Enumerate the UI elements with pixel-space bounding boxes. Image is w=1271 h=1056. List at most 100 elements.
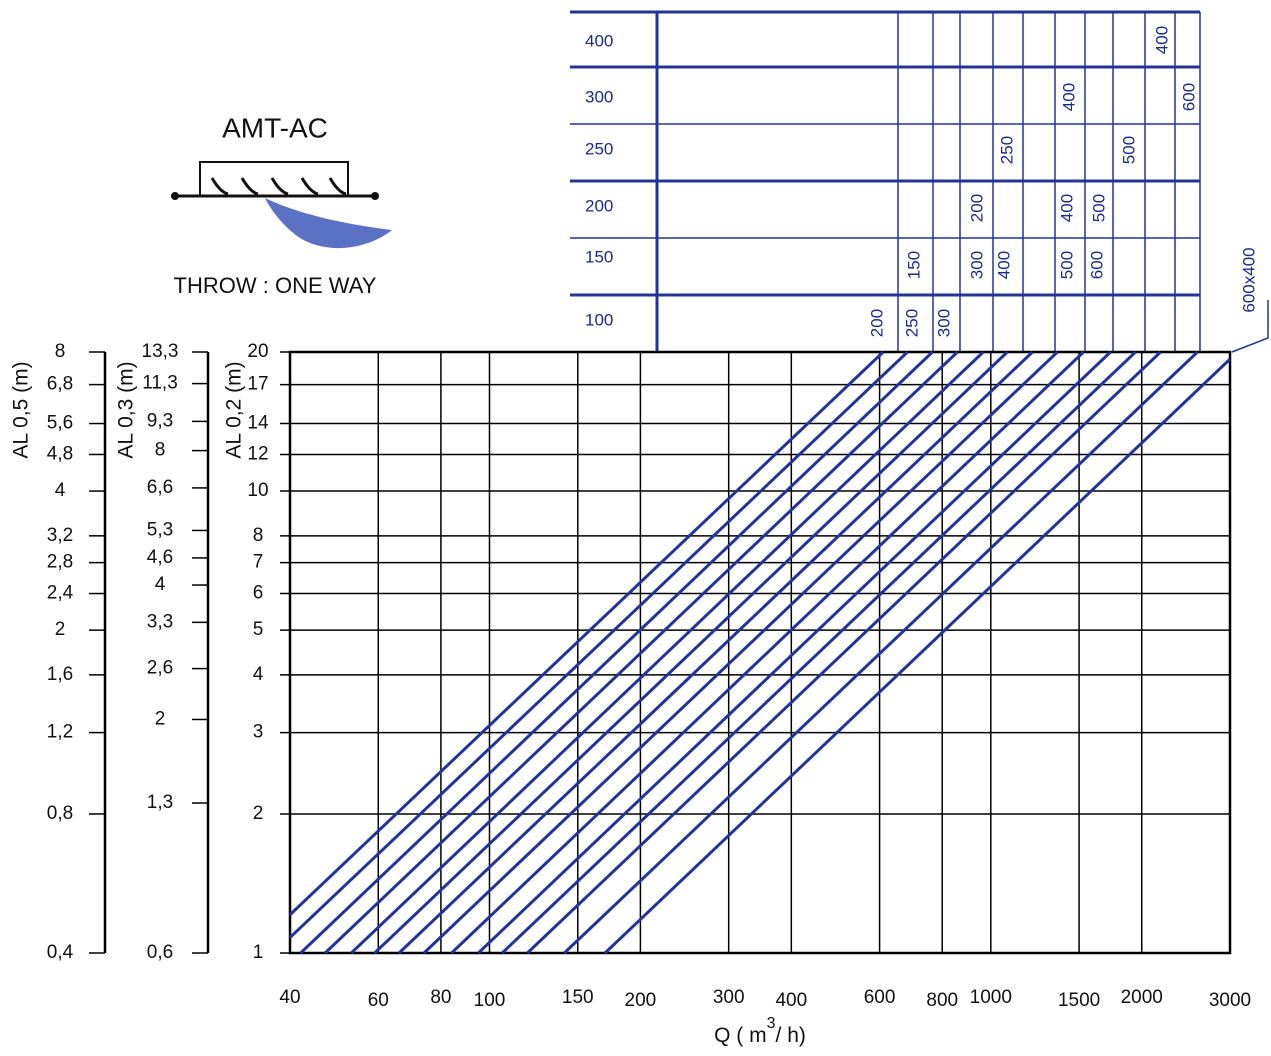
x-tick-label: 150: [562, 987, 594, 1008]
y-tick-label: 5,3: [147, 519, 173, 540]
cell-label: 600: [1179, 83, 1198, 111]
y-tick-label: 13,3: [142, 341, 179, 362]
y-tick-label: 3,3: [147, 611, 173, 632]
plot-frame: [290, 352, 1230, 953]
y-tick-label: 4,8: [47, 443, 73, 464]
title: AMT-AC: [222, 112, 328, 143]
y-tick-label: 2: [55, 619, 66, 640]
x-tick-label: 40: [279, 987, 300, 1008]
x-title-sup: 3: [767, 1015, 776, 1032]
duct-table: 400 300 250 200 150 100 400 400 600 250 …: [570, 12, 1268, 352]
throw-line: [564, 352, 1197, 953]
cell-label: 400: [1057, 194, 1076, 222]
cell-label: 400: [994, 251, 1013, 279]
row-label: 200: [585, 196, 613, 215]
row-label: 150: [585, 247, 613, 266]
throw-line: [301, 352, 933, 953]
x-tick-label: 100: [474, 990, 506, 1011]
x-tick-label: 1500: [1058, 990, 1100, 1011]
y-tick-label: 2: [253, 803, 264, 824]
y-tick-label: 10: [247, 480, 268, 501]
x-tick-label: 60: [368, 990, 389, 1011]
y-tick-label: 4: [155, 574, 166, 595]
chart: AMT-AC THROW : ONE WAY 400 300 250 200 1…: [0, 0, 1271, 1056]
throw-line: [424, 352, 1057, 953]
cell-label: 500: [1119, 136, 1138, 164]
y-tick-label: 2,4: [47, 583, 74, 604]
y-tick-label: 2: [155, 708, 166, 729]
y-axis-title: AL 0,5 (m): [10, 361, 33, 458]
throw-line: [375, 352, 1008, 953]
y-tick-label: 6: [253, 583, 264, 604]
y-tick-label: 6,8: [47, 374, 73, 395]
x-tick-label: 300: [713, 987, 745, 1008]
cell-label: 400: [1059, 83, 1078, 111]
y-tick-label: 2,8: [47, 552, 73, 573]
corner-label: 600x400: [1239, 247, 1258, 312]
row-label: 300: [585, 87, 613, 106]
y-tick-label: 0,6: [147, 942, 173, 963]
y-tick-label: 3,2: [47, 525, 73, 546]
y-tick-label: 20: [247, 341, 268, 362]
cell-label: 600: [1087, 251, 1106, 279]
cell-label: 400: [1152, 26, 1171, 54]
x-tick-label: 1000: [970, 987, 1012, 1008]
cell-label: 500: [1089, 194, 1108, 222]
x-title-main: Q ( m: [714, 1024, 767, 1047]
x-tick-label: 800: [926, 990, 958, 1011]
x-tick-label: 2000: [1121, 987, 1163, 1008]
row-label: 250: [585, 139, 613, 158]
y-tick-label: 9,3: [147, 410, 173, 431]
cell-label: 250: [902, 309, 921, 337]
y-tick-label: 6,6: [147, 477, 173, 498]
y-tick-label: 2,6: [147, 658, 173, 679]
x-title-end: / h): [776, 1024, 806, 1047]
throw-line: [325, 352, 957, 953]
cell-label: 500: [1057, 251, 1076, 279]
cell-label: 150: [904, 251, 923, 279]
y-tick-label: 14: [247, 413, 269, 434]
y-tick-label: 11,3: [142, 373, 178, 394]
y-tick-label: 17: [247, 374, 268, 395]
y-tick-label: 1,2: [47, 722, 73, 743]
throw-line: [452, 352, 1084, 953]
x-axis-title: Q ( m3/ h): [714, 1015, 806, 1046]
y-tick-label: 8: [155, 440, 166, 461]
y-tick-label: 12: [247, 443, 268, 464]
x-tick-label: 200: [625, 990, 657, 1011]
y-tick-label: 4: [55, 480, 66, 501]
y-tick-label: 3: [253, 722, 264, 743]
y-tick-label: 0,4: [47, 942, 74, 963]
throw-line: [290, 352, 907, 938]
throw-line: [502, 352, 1135, 953]
row-label: 400: [585, 31, 613, 50]
x-tick-label: 400: [775, 990, 807, 1011]
y-tick-label: 4: [253, 664, 264, 685]
row-label: 100: [585, 310, 613, 329]
y-tick-label: 8: [253, 525, 264, 546]
y-tick-label: 5: [253, 619, 264, 640]
y-tick-label: 0,8: [47, 803, 73, 824]
cell-label: 300: [967, 251, 986, 279]
x-tick-label: 3000: [1209, 990, 1251, 1011]
y-tick-label: 1,3: [147, 792, 173, 813]
cell-label: 200: [967, 194, 986, 222]
x-tick-label: 80: [430, 987, 451, 1008]
throw-line: [351, 352, 983, 953]
y-tick-label: 1: [253, 942, 264, 963]
cell-label: 250: [997, 136, 1016, 164]
page: {"header": {"title": "AMT-AC", "subtitle…: [0, 0, 1271, 1056]
throw-line: [605, 359, 1230, 953]
subtitle: THROW : ONE WAY: [174, 273, 377, 298]
y-tick-label: 8: [55, 341, 66, 362]
y-tick-label: 7: [253, 552, 264, 573]
y-tick-label: 1,6: [47, 664, 73, 685]
x-tick-label: 600: [864, 987, 896, 1008]
cell-label: 300: [934, 309, 953, 337]
y-tick-label: 5,6: [47, 413, 73, 434]
y-tick-label: 4,6: [147, 547, 173, 568]
cell-label: 200: [867, 309, 886, 337]
throw-line: [527, 352, 1160, 953]
unit-icon: [171, 162, 392, 248]
throw-line: [399, 352, 1032, 953]
